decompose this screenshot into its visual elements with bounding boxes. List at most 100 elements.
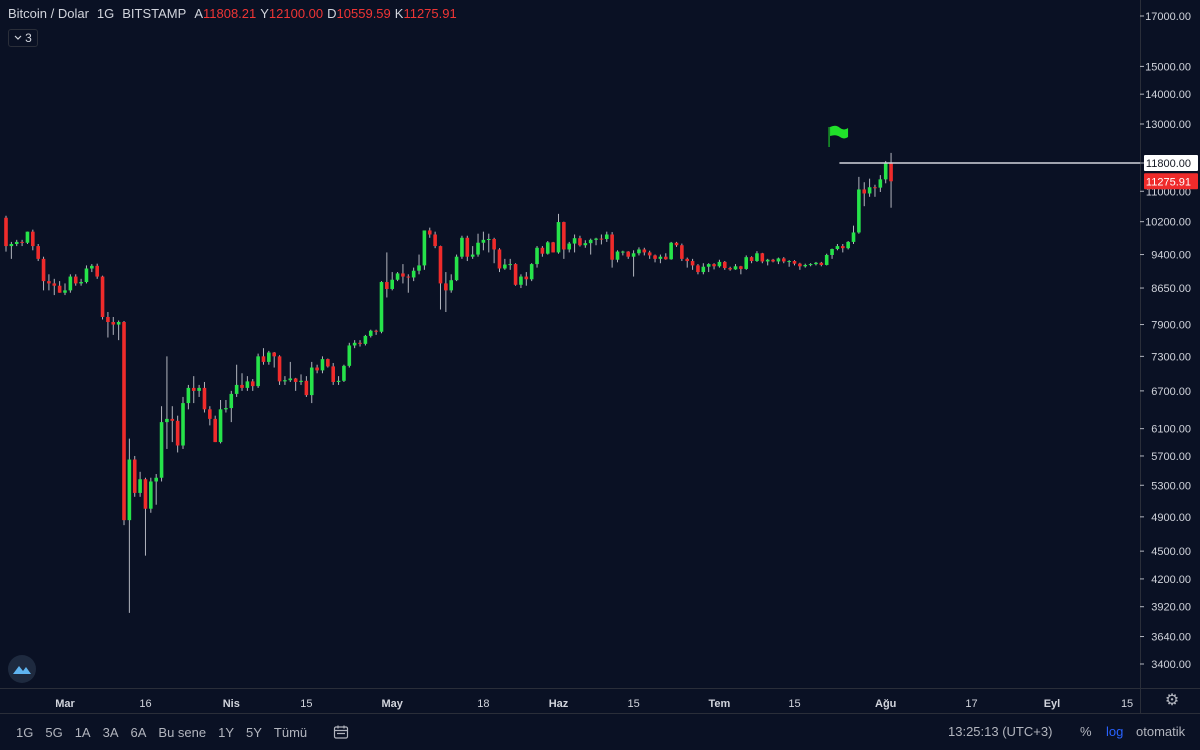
candle-body	[867, 187, 872, 194]
candle-body	[245, 381, 250, 388]
candle	[385, 252, 389, 298]
high-value: 12100.00	[268, 6, 324, 21]
y-tick-label: 7900.00	[1151, 320, 1191, 332]
candle	[701, 263, 706, 275]
x-tick-label: 16	[139, 698, 151, 710]
y-tick-label: 15000.00	[1145, 61, 1191, 73]
close-key: K	[394, 6, 404, 21]
candle-body	[717, 261, 722, 267]
candle	[342, 364, 346, 382]
candle-body	[749, 257, 754, 262]
price-chart[interactable]: 17000.00 15000.00 14000.00 13000.00 11800.00…	[0, 0, 1200, 713]
candle	[111, 316, 116, 335]
range-5d-button[interactable]: 5G	[45, 724, 63, 740]
candle	[599, 234, 604, 245]
x-tick-label: Haz	[549, 698, 569, 710]
candle-body	[288, 378, 293, 381]
interval-label[interactable]: 1G	[96, 6, 115, 21]
candle-body	[572, 238, 577, 244]
y-tick-label: 4500.00	[1151, 546, 1191, 558]
candle	[610, 232, 614, 268]
candle	[336, 376, 341, 385]
low-key: D	[327, 6, 337, 21]
date-range-icon[interactable]	[333, 724, 349, 740]
range-1y-button[interactable]: 1Y	[218, 724, 235, 740]
candle	[127, 438, 132, 613]
range-1d-button[interactable]: 1G	[16, 724, 34, 740]
y-tick-label: 3640.00	[1151, 632, 1191, 644]
tradingview-logo[interactable]	[8, 655, 36, 683]
auto-scale-toggle[interactable]: otomatik	[1136, 724, 1186, 739]
candle-body	[47, 281, 51, 284]
candle-body	[610, 234, 614, 260]
range-6m-button[interactable]: 6A	[130, 724, 147, 740]
candle	[519, 274, 523, 289]
candle	[873, 184, 877, 197]
candle-body	[696, 265, 700, 273]
candle-body	[309, 367, 314, 396]
candle-body	[846, 241, 850, 249]
candle-body	[508, 264, 513, 266]
candle-body	[653, 255, 657, 259]
candle-body	[637, 249, 641, 254]
candle-body	[208, 409, 212, 419]
y-tick-label: 13000.00	[1145, 119, 1191, 131]
candle	[594, 237, 598, 246]
candle-body	[31, 231, 35, 247]
candle	[615, 250, 620, 263]
candle	[36, 243, 40, 262]
candle-body	[63, 290, 67, 293]
candle	[218, 400, 223, 444]
indicators-collapse-button[interactable]: 3	[8, 29, 38, 47]
candle	[234, 364, 239, 397]
candle-body	[669, 242, 673, 260]
candle-body	[95, 265, 99, 277]
candle-body	[535, 247, 539, 265]
candle	[20, 239, 24, 247]
candle-body	[497, 249, 502, 269]
candle-body	[706, 264, 711, 267]
candle-body	[315, 367, 319, 371]
candle	[497, 248, 502, 273]
x-tick-label: 15	[300, 698, 312, 710]
candle-body	[213, 418, 217, 443]
range-3m-button[interactable]: 3A	[102, 724, 119, 740]
candle-body	[4, 217, 8, 247]
candle	[808, 263, 813, 267]
range-5y-button[interactable]: 5Y	[246, 724, 262, 740]
candle	[492, 237, 496, 264]
range-ytd-button[interactable]: Bu sene	[158, 724, 207, 740]
symbol-name[interactable]: Bitcoin / Dolar	[8, 6, 89, 21]
range-all-button[interactable]: Tümü	[273, 724, 308, 740]
clock-timezone[interactable]: 13:25:13 (UTC+3)	[948, 724, 1053, 739]
candle-body	[401, 273, 405, 277]
candle	[283, 376, 287, 385]
candle-body	[529, 264, 534, 280]
candle-body	[760, 253, 765, 262]
chart-settings-gear-icon[interactable]: ⚙	[1164, 692, 1180, 709]
candle	[556, 213, 561, 254]
log-scale-toggle[interactable]: log	[1106, 724, 1124, 739]
x-tick-label: 15	[1121, 698, 1133, 710]
candle-body	[771, 259, 775, 262]
candle-body	[733, 266, 738, 270]
candle-body	[492, 239, 496, 250]
candle	[819, 261, 824, 267]
candle-body	[379, 282, 384, 332]
candle-body	[20, 241, 24, 243]
percent-scale-toggle[interactable]: %	[1080, 724, 1092, 739]
candle-body	[594, 238, 598, 240]
candle	[846, 241, 850, 250]
candle-body	[819, 262, 824, 265]
candle-body	[476, 242, 480, 255]
range-1m-button[interactable]: 1A	[74, 724, 91, 740]
x-tick-label: Ağu	[875, 698, 896, 710]
x-tick-label: 15	[627, 698, 639, 710]
candle	[878, 175, 883, 193]
symbol-legend: Bitcoin / Dolar 1G BITSTAMP A11808.21 Y1…	[8, 6, 457, 21]
candle	[401, 264, 405, 284]
candle	[685, 257, 690, 268]
candle	[122, 321, 126, 526]
candle	[57, 281, 62, 293]
candle	[867, 178, 872, 197]
